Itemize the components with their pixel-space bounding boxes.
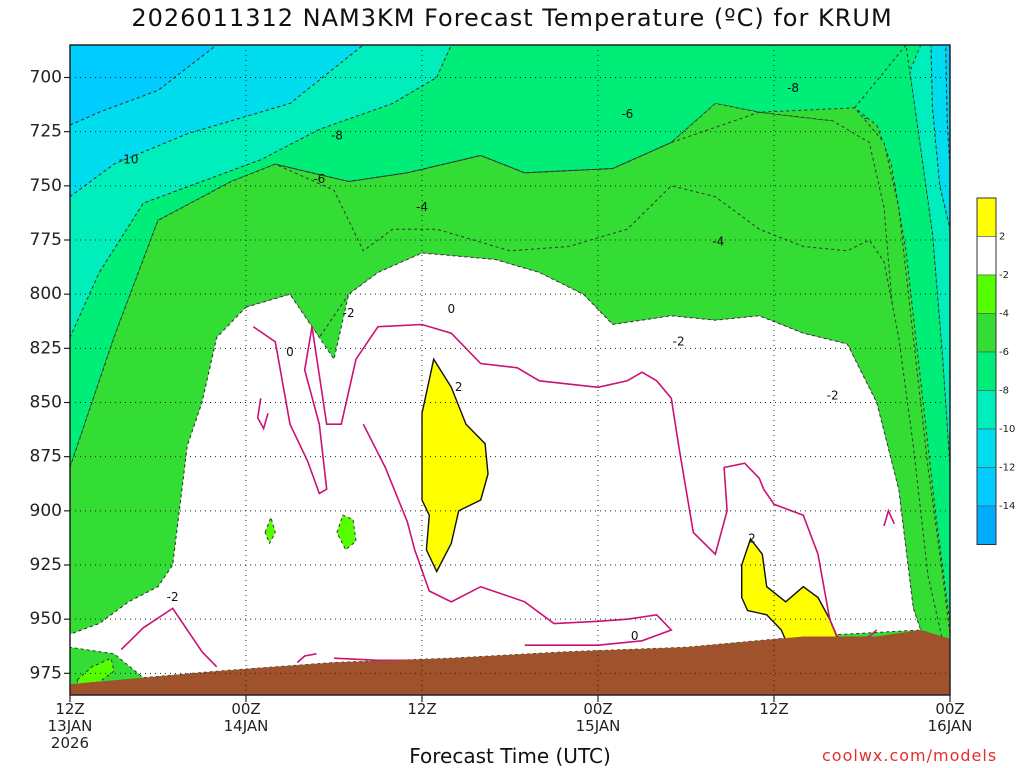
contour-label-3: -4 [416, 200, 428, 214]
terrain-layer [70, 630, 950, 695]
y-tick-label-875: 875 [30, 447, 62, 467]
colorbar: 2 -2 -4 -6 -8 -10 -12 -14 [976, 197, 1015, 545]
zero-isotherm-6 [883, 508, 896, 527]
contour-label-5: -8 [787, 81, 799, 95]
y-tick-label-850: 850 [30, 393, 62, 413]
grid-layer [69, 45, 951, 695]
colorbar-swatch-7 [976, 467, 997, 507]
colorbar-label-3: -6 [999, 347, 1009, 358]
x-tick-label-24-1: 12Z [407, 700, 436, 718]
x-tick-label-0-1: 12Z [55, 700, 84, 718]
credit-link[interactable]: coolwx.com/models [822, 746, 998, 765]
y-tick-label-900: 900 [30, 501, 62, 521]
colorbar-label-2: -4 [999, 309, 1009, 320]
colorbar-label-6: -12 [999, 463, 1015, 474]
temperature-fill-layer [69, 43, 951, 695]
colorbar-swatch-8 [976, 505, 997, 545]
y-tick-label-750: 750 [30, 176, 62, 196]
zero-isotherm-2 [362, 423, 673, 647]
colorbar-label-7: -14 [999, 501, 1015, 512]
colorbar-swatch-6 [976, 428, 997, 468]
contour-label-4: -6 [621, 107, 633, 121]
terrain-profile [70, 630, 950, 695]
x-tick-label-0-3: 2026 [51, 734, 89, 752]
x-tick-label-48-1: 12Z [759, 700, 788, 718]
contour-label-12: -2 [827, 389, 839, 403]
colorbar-label-5: -10 [999, 424, 1015, 435]
x-tick-label-60-1: 00Z [935, 700, 964, 718]
y-tick-label-925: 925 [30, 555, 62, 575]
x-tick-label-60-2: 16JAN [928, 717, 973, 735]
colorbar-swatch-4 [976, 351, 997, 391]
colorbar-swatch-1 [976, 236, 997, 276]
colorbar-swatch-3 [976, 313, 997, 353]
y-tick-label-725: 725 [30, 122, 62, 142]
zero-isotherm-3 [256, 398, 269, 431]
plot-frame [69, 44, 951, 696]
colorbar-frame [976, 197, 997, 545]
region-cold_m4-8 [69, 102, 951, 646]
region-cold_m2-12 [264, 515, 276, 545]
region-warm-14 [421, 357, 489, 574]
contour-label-0: -10 [119, 152, 139, 166]
region-cold_m2-13 [336, 514, 357, 551]
y-tick-label-825: 825 [30, 338, 62, 358]
contour-label-10: 2 [455, 380, 463, 394]
colorbar-swatch-2 [976, 274, 997, 314]
x-tick-label-36-1: 00Z [583, 700, 612, 718]
y-tick-label-950: 950 [30, 609, 62, 629]
colorbar-label-1: -2 [999, 270, 1009, 281]
contour-label-7: -2 [343, 306, 355, 320]
colorbar-label-4: -8 [999, 386, 1009, 397]
x-tick-label-0-2: 13JAN [48, 717, 93, 735]
contour-label-8: 0 [286, 345, 294, 359]
contour-label-1: -8 [331, 129, 343, 143]
contour-label-14: 0 [631, 629, 639, 643]
contour-label-2: -6 [313, 172, 325, 186]
y-axis: 700 725 750 775 800 825 850 875 900 925 950 975 [30, 68, 70, 683]
contour-label-11: -2 [673, 334, 685, 348]
x-axis-label: Forecast Time (UTC) [409, 744, 611, 768]
zero-isotherm-0 [252, 323, 878, 642]
region-near_freezing-10 [69, 252, 922, 679]
contour-label-13: -2 [167, 590, 179, 604]
x-tick-label-12-1: 00Z [231, 700, 260, 718]
colorbar-swatch-0 [976, 197, 997, 237]
contour-label-15: 2 [748, 532, 756, 546]
contour-label-9: 0 [448, 302, 456, 316]
contour-label-layer: -10 -8 -6 -4 -6 -8 -4 -2 0 0 2 -2 -2 -2 0 2 [119, 81, 839, 643]
y-tick-label-700: 700 [30, 68, 62, 88]
region-cold_m2-11 [76, 657, 115, 685]
y-tick-label-975: 975 [30, 663, 62, 683]
colorbar-swatch-5 [976, 390, 997, 430]
colorbar-label-0: 2 [999, 232, 1005, 243]
zero-isotherm-5 [296, 653, 317, 664]
y-tick-label-775: 775 [30, 230, 62, 250]
x-tick-label-36-2: 15JAN [576, 717, 621, 735]
chart-title: 2026011312 NAM3KM Forecast Temperature (… [131, 4, 893, 32]
y-tick-label-800: 800 [30, 284, 62, 304]
contour-label-6: -4 [712, 235, 724, 249]
x-tick-label-12-2: 14JAN [224, 717, 269, 735]
